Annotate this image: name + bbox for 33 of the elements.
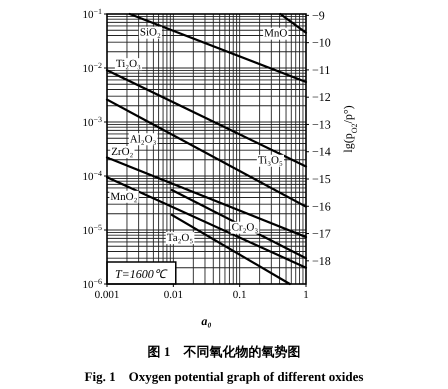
- label: Ti₂O₃: [116, 58, 141, 70]
- y2tick: −11: [312, 62, 330, 77]
- ytick: 10$^{−3}$: [82, 114, 102, 129]
- ytick: 10$^{−5}$: [82, 222, 102, 237]
- label: ZrO₂: [111, 146, 134, 158]
- text: 图 1 不同氧化物的氧势图: [148, 344, 300, 359]
- ytick: 10$^{−2}$: [82, 60, 102, 75]
- y2tick: −18: [312, 254, 331, 268]
- y2tick: −9: [312, 8, 325, 22]
- label: Cr₂O₃: [232, 222, 258, 234]
- y2tick: −13: [312, 117, 331, 132]
- label: MnO: [264, 28, 288, 40]
- label: Al₂O₃: [130, 133, 156, 146]
- label: SiO₂: [140, 26, 161, 39]
- xtick: 1: [303, 289, 309, 301]
- xtick: 0.001: [94, 289, 120, 301]
- y2tick: −16: [312, 199, 331, 214]
- ytick: 10$^{−1}$: [82, 6, 102, 21]
- note: T=1600℃: [115, 267, 166, 281]
- label: Ti₃O₅: [258, 154, 283, 167]
- xtick: 0.1: [232, 289, 247, 301]
- y2tick: −14: [312, 144, 331, 159]
- x-axis-title: a₀: [201, 314, 212, 328]
- ytick: 10$^{−4}$: [82, 168, 102, 183]
- y2tick: −15: [312, 172, 331, 186]
- label: MnO₂: [110, 190, 138, 203]
- y2tick: −10: [312, 36, 331, 50]
- y2tick: −17: [312, 226, 331, 241]
- label: Ta₂O₅: [166, 232, 194, 244]
- xtick: 0.01: [164, 289, 183, 301]
- text: Fig. 1 Oxygen potential graph of different oxides: [84, 369, 364, 384]
- ytick: 10$^{−6}$: [82, 276, 102, 291]
- y2tick: −12: [312, 90, 331, 104]
